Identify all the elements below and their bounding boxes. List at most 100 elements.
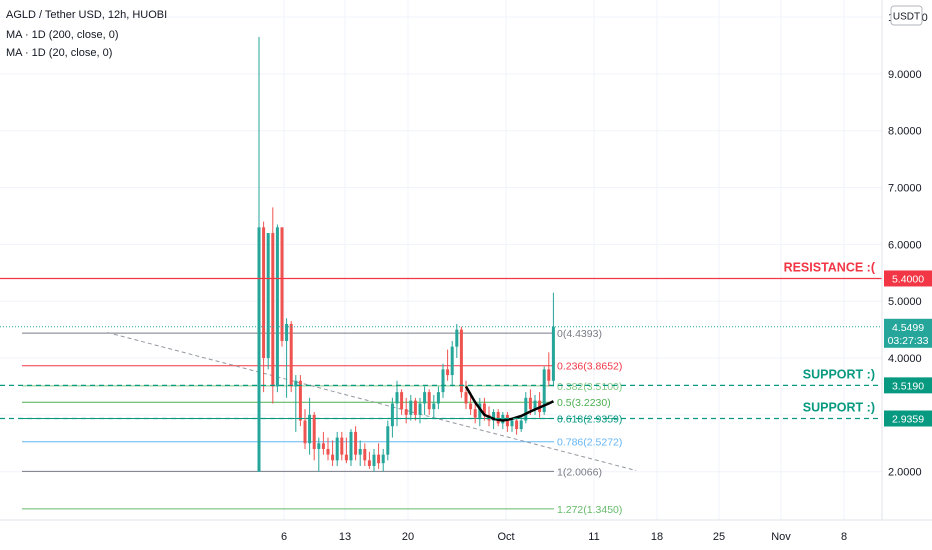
- candle-body: [515, 420, 519, 430]
- last-price-tag-bg: [884, 318, 932, 348]
- candle-body: [331, 454, 335, 461]
- y-tick-label: 2.0000: [888, 467, 922, 479]
- candle-body: [533, 400, 537, 410]
- x-tick-label: 25: [713, 531, 725, 543]
- y-tick-label: 9.0000: [888, 69, 922, 81]
- candle-body: [423, 392, 427, 404]
- candle-body: [349, 431, 353, 461]
- y-tick-label: 4.0000: [888, 353, 922, 365]
- candle-body: [413, 400, 417, 415]
- candle-body: [344, 454, 348, 461]
- candle-body: [409, 400, 413, 415]
- y-tick-label: 5.0000: [888, 296, 922, 308]
- candle-body: [262, 227, 266, 359]
- horizontal-levels[interactable]: RESISTANCE :( SUPPORT :) SUPPORT :): [0, 260, 882, 420]
- candle-body: [450, 346, 454, 376]
- candle-body: [436, 392, 440, 404]
- support-label: SUPPORT :): [803, 367, 875, 381]
- x-tick-label: 20: [402, 531, 414, 543]
- candle-body: [275, 227, 279, 387]
- fib-level-label: 0.618(2.9359): [557, 414, 622, 426]
- candle-body: [298, 380, 302, 421]
- grid: [0, 0, 882, 520]
- candle-body: [395, 392, 399, 404]
- ma-20-legend[interactable]: MA · 1D (20, close, 0): [6, 47, 112, 59]
- candle-body: [363, 448, 367, 461]
- candle-body: [280, 227, 284, 341]
- resistance-label: RESISTANCE :(: [784, 260, 876, 274]
- x-tick-label: 6: [281, 531, 287, 543]
- candle-body: [496, 412, 500, 424]
- price-tag-text: 3.5190: [892, 380, 924, 392]
- candle-body: [510, 420, 514, 427]
- x-tick-label: 13: [339, 531, 351, 543]
- candle-body: [321, 443, 325, 449]
- price-tag-bg: [884, 270, 932, 287]
- fib-level-label: 1(2.0066): [557, 466, 602, 478]
- candle-body: [418, 403, 422, 415]
- candle-body: [335, 437, 339, 461]
- currency-button[interactable]: USDT: [890, 5, 923, 26]
- candle-body: [473, 409, 477, 418]
- x-tick-label: Oct: [497, 531, 514, 543]
- candle-body: [289, 323, 293, 387]
- ma-200-legend[interactable]: MA · 1D (200, close, 0): [6, 29, 119, 41]
- candle-body: [441, 369, 445, 393]
- candle-body: [459, 329, 463, 393]
- x-tick-label: Nov: [771, 531, 791, 543]
- x-tick-label: 18: [651, 531, 663, 543]
- candle-body: [547, 369, 551, 381]
- price-tag-text: 2.9359: [892, 414, 924, 426]
- candle-body: [367, 460, 371, 467]
- candle-body: [257, 227, 261, 472]
- y-tick-label: 8.0000: [888, 126, 922, 138]
- price-tag-bg: [884, 377, 932, 394]
- candle-body: [542, 369, 546, 413]
- currency-label: USDT: [893, 12, 920, 23]
- candle-body: [386, 426, 390, 455]
- candle-body: [524, 397, 528, 421]
- last-price-tag-text: 4.5499: [892, 322, 924, 334]
- time-axis[interactable]: 6 13 20 Oct 11 18 25 Nov 8: [281, 531, 847, 543]
- fib-level-label: 0(4.4393): [557, 328, 602, 340]
- fib-level-label: 0.786(2.5272): [557, 437, 622, 449]
- candle-body: [271, 233, 275, 387]
- candle-body: [400, 392, 404, 410]
- descending-trendline[interactable]: [107, 331, 637, 472]
- candle-body: [501, 414, 505, 424]
- price-axis[interactable]: 10.00009.00008.00007.00006.00005.00004.0…: [888, 12, 928, 479]
- candles: [257, 36, 555, 472]
- candle-body: [519, 420, 523, 430]
- candle-body: [482, 403, 486, 415]
- y-tick-label: 6.0000: [888, 239, 922, 251]
- support-label: SUPPORT :): [803, 401, 875, 415]
- ma-20-line: [464, 385, 554, 422]
- candle-body: [294, 380, 298, 387]
- candle-body: [266, 233, 270, 359]
- candle-body: [432, 403, 436, 410]
- candle-body: [303, 420, 307, 444]
- fib-level-label: 0.5(3.2230): [557, 397, 611, 409]
- candle-body: [308, 414, 312, 444]
- candle-body: [464, 392, 468, 404]
- candle-body: [528, 397, 532, 410]
- y-tick-label: 7.0000: [888, 183, 922, 195]
- fib-retracement[interactable]: 0(4.4393) 0.236(3.8652) 0.382(3.5100) 0.5(3…: [22, 328, 622, 516]
- candle-body: [285, 323, 289, 341]
- trendline[interactable]: [107, 331, 637, 472]
- candle-body: [381, 454, 385, 464]
- countdown-tag-text: 03:27:33: [888, 335, 929, 347]
- ma-20-polyline: [464, 385, 554, 422]
- price-tag-bg: [884, 410, 932, 427]
- candle-body: [492, 412, 496, 421]
- candle-body: [326, 448, 330, 455]
- candle-body: [446, 369, 450, 376]
- chart-title: AGLD / Tether USD, 12h, HUOBI: [6, 9, 167, 21]
- candle-body: [551, 326, 555, 381]
- fib-level-label: 0.236(3.8652): [557, 361, 622, 373]
- price-tag-text: 5.4000: [892, 273, 924, 285]
- candle-body: [404, 409, 408, 415]
